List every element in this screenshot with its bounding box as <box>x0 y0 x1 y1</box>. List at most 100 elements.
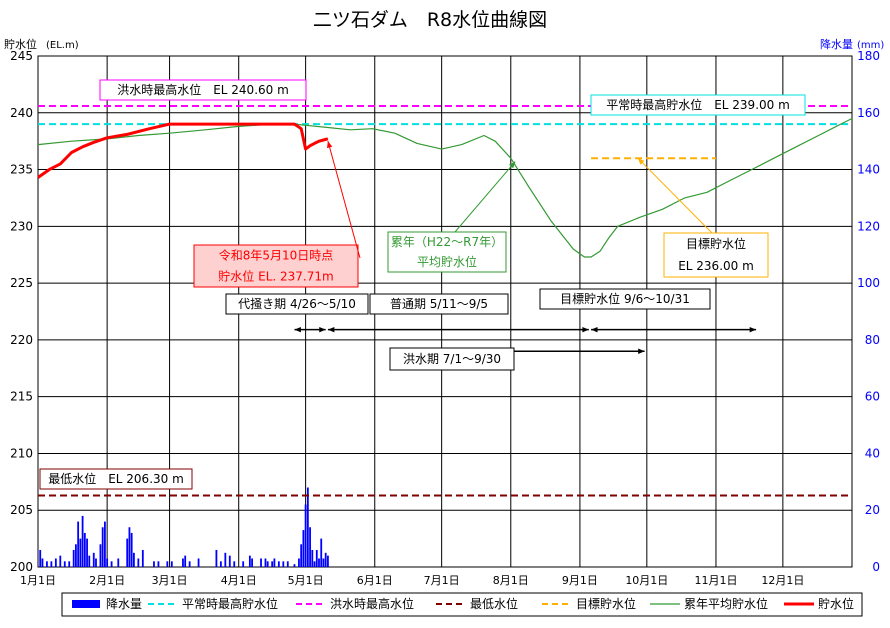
rain-bar <box>188 561 191 567</box>
average-label-box <box>387 231 507 273</box>
rain-bar <box>197 558 200 567</box>
period-target-label: 目標貯水位 9/6～10/31 <box>539 288 711 310</box>
x-tick-label: 11月1日 <box>694 574 737 587</box>
min-level-label: 最低水位 EL 206.30 m <box>39 468 193 490</box>
rain-bar <box>286 561 289 567</box>
rain-bar <box>54 558 57 567</box>
rain-bar <box>215 549 218 567</box>
current-label-box <box>193 244 359 288</box>
period-flood-arrow-head-right <box>638 348 645 354</box>
target-label-text: 目標貯水位 <box>686 236 746 251</box>
rain-bar <box>41 558 44 567</box>
average-label-text: 平均貯水位 <box>417 254 477 269</box>
rain-bar <box>266 561 269 567</box>
average-leader <box>454 161 516 233</box>
left-tick-label: 220 <box>10 333 33 347</box>
right-tick-label: 0 <box>872 560 880 574</box>
rain-bar <box>86 538 88 567</box>
x-tick-label: 3月1日 <box>152 574 188 587</box>
legend-label: 貯水位 <box>818 596 854 611</box>
target-label-text: EL 236.00 m <box>678 259 754 273</box>
rain-bar <box>302 530 305 567</box>
period-normal-arrow-head-left <box>327 326 335 333</box>
min-level-label-box <box>39 468 193 490</box>
rain-bar <box>39 549 42 567</box>
right-axis-unit: (mm) <box>857 40 884 51</box>
x-tick-label: 5月1日 <box>288 574 324 587</box>
rain-bar <box>126 538 129 567</box>
left-tick-label: 210 <box>10 446 33 460</box>
current-leader-head <box>326 141 333 149</box>
rain-bar <box>106 558 109 567</box>
rain-bar <box>322 558 325 567</box>
min-level-label-text: 最低水位 EL 206.30 m <box>48 471 184 486</box>
rain-bar <box>99 544 102 567</box>
right-tick-label: 120 <box>857 219 880 233</box>
rain-bar <box>79 538 82 567</box>
rain-bar <box>130 532 133 567</box>
x-tick-label: 9月1日 <box>562 574 598 587</box>
left-axis-title: 貯水位 <box>4 37 37 51</box>
normal-max-label-box <box>590 94 806 116</box>
left-tick-label: 230 <box>10 219 33 233</box>
rain-bar <box>304 504 307 567</box>
right-tick-label: 80 <box>865 333 880 347</box>
rain-bar <box>306 487 309 567</box>
rain-bar <box>184 555 187 567</box>
rain-bar <box>309 527 311 567</box>
legend-label: 累年平均貯水位 <box>684 596 768 611</box>
average-level-line <box>37 117 853 258</box>
rain-bar <box>77 521 80 567</box>
right-tick-label: 160 <box>857 106 880 120</box>
period-normal-label-box <box>369 293 509 315</box>
right-tick-label: 140 <box>857 163 880 177</box>
right-tick-label: 60 <box>865 390 880 404</box>
current-label-text: 令和8年5月10日時点 <box>219 248 334 263</box>
rain-bar <box>242 561 245 567</box>
period-target-label-text: 目標貯水位 9/6～10/31 <box>560 291 690 306</box>
rain-bar <box>260 558 262 567</box>
rain-bar <box>327 555 329 567</box>
rain-bar <box>110 561 113 567</box>
period-flood-label-box <box>389 347 515 371</box>
right-tick-label: 40 <box>865 446 880 460</box>
period-shirokaki-arrow-head-right <box>319 326 326 333</box>
rain-bar <box>128 527 131 567</box>
rain-bar <box>293 564 296 567</box>
rain-bar <box>300 544 303 567</box>
period-normal-label: 普通期 5/11～9/5 <box>369 293 509 315</box>
rain-bar <box>50 561 53 567</box>
legend: 降水量 平常時最高貯水位 洪水時最高水位 最低水位 目標貯水位 累年平均貯水位 貯水位 <box>61 592 863 617</box>
target-leader-head <box>637 158 645 165</box>
left-tick-label: 225 <box>10 276 33 290</box>
x-tick-label: 2月1日 <box>89 574 125 587</box>
normal-max-label-text: 平常時最高貯水位 EL 239.00 m <box>606 97 790 112</box>
period-shirokaki-arrow-head-left <box>294 326 301 333</box>
rain-bar <box>46 561 48 567</box>
rain-bar <box>81 515 84 567</box>
flood-max-label-box <box>99 79 307 101</box>
plot-frame <box>37 55 853 568</box>
rain-bar <box>271 561 274 567</box>
rain-bar <box>59 555 62 567</box>
rain-bar <box>324 552 327 567</box>
legend-swatch <box>72 600 100 608</box>
rain-bar <box>298 558 300 567</box>
rain-bar <box>117 558 120 567</box>
average-label-text: 累年（H22～R7年） <box>391 235 503 249</box>
average-label: 累年（H22～R7年） 平均貯水位 <box>387 231 507 273</box>
rain-bar <box>141 549 144 567</box>
rain-bar <box>166 561 169 567</box>
left-tick-label: 240 <box>10 106 33 120</box>
legend-label: 最低水位 <box>470 596 518 611</box>
rain-bar <box>228 555 231 567</box>
target-leader <box>637 157 713 234</box>
rain-bar <box>251 558 253 567</box>
legend-label: 目標貯水位 <box>576 596 636 611</box>
x-tick-label: 7月1日 <box>424 574 460 587</box>
period-shirokaki-label-text: 代掻き期 4/26～5/10 <box>238 297 356 311</box>
period-flood-label: 洪水期 7/1～9/30 <box>389 347 515 371</box>
target-label: 目標貯水位 EL 236.00 m <box>663 232 769 278</box>
right-tick-label: 180 <box>857 49 880 63</box>
